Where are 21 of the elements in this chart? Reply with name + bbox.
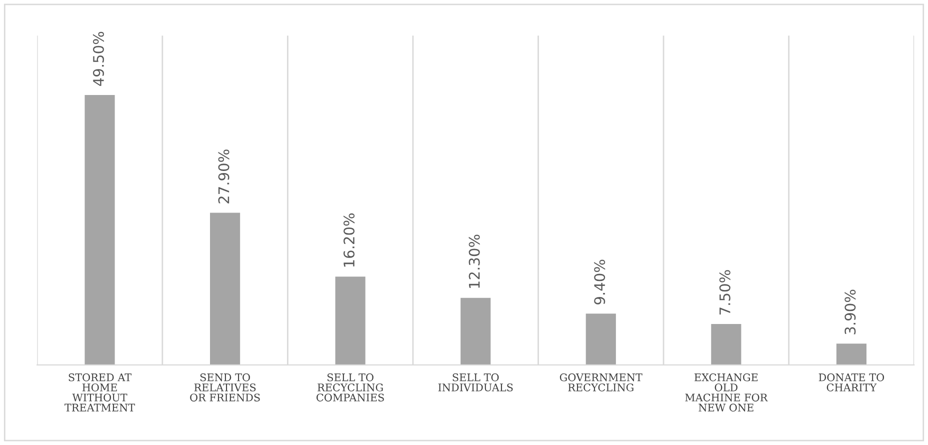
bar <box>836 344 866 365</box>
x-tick-label: GOVERNMENT RECYCLING <box>560 373 642 392</box>
bar <box>210 212 240 365</box>
data-label: 16.20% <box>344 213 355 267</box>
x-tick-label: DONATE TO CHARITY <box>818 373 884 392</box>
x-tick-label: EXCHANGE OLD MACHINE FOR NEW ONE <box>685 373 768 412</box>
bar <box>586 314 616 365</box>
data-label: 7.50% <box>719 270 730 314</box>
bar <box>84 94 115 365</box>
data-label: 27.90% <box>218 150 230 204</box>
bar <box>460 298 491 365</box>
data-label: 3.90% <box>844 290 856 334</box>
data-label: 12.30% <box>468 234 480 288</box>
x-tick-label: SELL TO RECYCLING COMPANIES <box>316 373 384 402</box>
x-tick-label: SEND TO RELATIVES OR FRIENDS <box>190 373 260 402</box>
data-label: 9.40% <box>594 260 606 304</box>
x-tick-label: SELL TO INDIVIDUALS <box>438 373 513 392</box>
data-label: 49.50% <box>92 32 104 86</box>
bar <box>335 276 366 365</box>
x-tick-label: STORED AT HOME WITHOUT TREATMENT <box>64 373 135 412</box>
bar <box>711 324 742 365</box>
